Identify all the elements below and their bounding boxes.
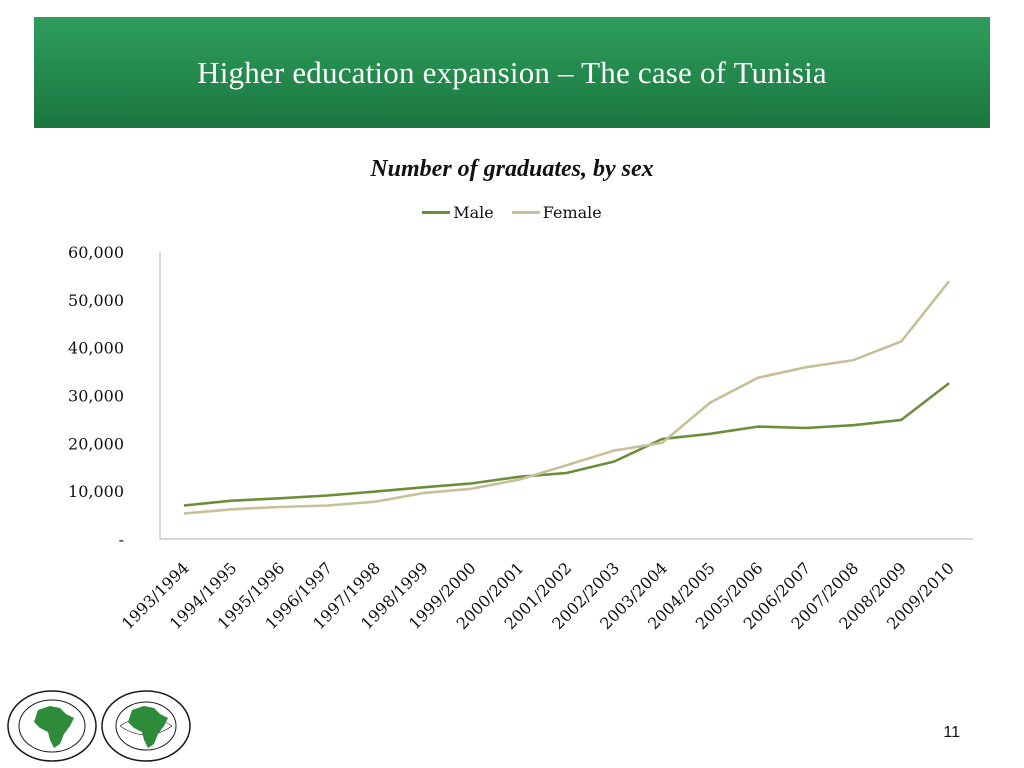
legend-label-male: Male (453, 203, 494, 222)
y-tick-label: 60,000 (68, 243, 124, 262)
afdb-bank-logo (7, 690, 97, 762)
y-tick-label: - (119, 530, 124, 549)
y-tick-label: 40,000 (68, 339, 124, 358)
header-banner: Higher education expansion – The case of… (34, 17, 990, 128)
africa-map-icon (34, 706, 74, 748)
series-line-male (183, 382, 950, 507)
y-tick-label: 20,000 (68, 434, 124, 453)
africa-map-icon (128, 706, 168, 748)
chart-title: Number of graduates, by sex (370, 156, 654, 182)
page-number: 11 (943, 724, 960, 741)
chart-legend: Male Female (0, 203, 1024, 222)
legend-swatch-male (422, 211, 451, 214)
y-tick-label: 50,000 (68, 291, 124, 310)
y-tick-label: 30,000 (68, 387, 124, 406)
legend-item-male: Male (422, 203, 494, 222)
legend-label-female: Female (542, 203, 602, 222)
page-title: Higher education expansion – The case of… (197, 54, 827, 90)
series-line-female (183, 280, 951, 515)
afdf-fund-logo (101, 690, 191, 762)
legend-item-female: Female (511, 203, 602, 222)
y-tick-label: 10,000 (68, 482, 124, 501)
legend-swatch-female (511, 211, 540, 214)
